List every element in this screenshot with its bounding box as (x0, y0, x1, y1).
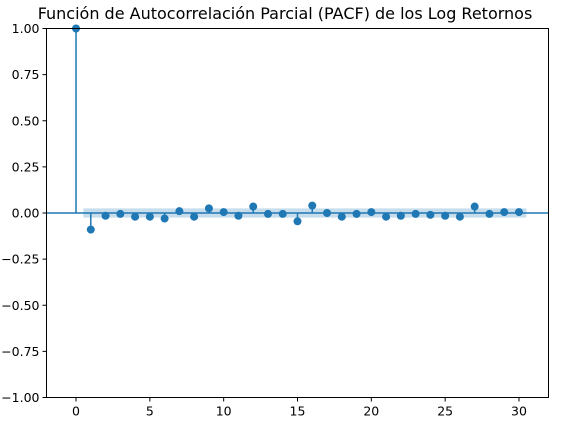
point-lag-22 (397, 212, 405, 220)
point-lag-18 (338, 213, 346, 221)
point-lag-19 (353, 210, 361, 218)
x-tick-label: 10 (216, 404, 232, 419)
y-tick-label: −0.25 (1, 252, 39, 267)
y-tick-label: 0.25 (12, 159, 40, 174)
point-lag-28 (485, 210, 493, 218)
y-axis-ticks: 1.00 0.75 0.50 0.25 0.00 −0.25 −0.50 −0.75 −1.00 (1, 21, 46, 405)
marker-layer (72, 25, 523, 234)
point-lag-26 (456, 213, 464, 221)
x-axis-ticks: 0 5 10 15 20 25 30 (72, 398, 527, 419)
y-tick-label: 0.00 (12, 206, 40, 221)
point-lag-30 (515, 208, 523, 216)
point-lag-2 (102, 212, 110, 220)
point-lag-6 (161, 215, 169, 223)
point-lag-10 (220, 208, 228, 216)
point-lag-7 (175, 207, 183, 215)
x-tick-label: 25 (437, 404, 453, 419)
point-lag-17 (323, 209, 331, 217)
point-lag-15 (294, 217, 302, 225)
y-tick-label: 0.50 (12, 113, 40, 128)
point-lag-23 (412, 210, 420, 218)
x-tick-label: 15 (290, 404, 306, 419)
point-lag-25 (441, 212, 449, 220)
point-lag-11 (234, 212, 242, 220)
y-tick-label: −0.75 (1, 344, 39, 359)
point-lag-21 (382, 213, 390, 221)
x-tick-label: 5 (146, 404, 154, 419)
x-tick-label: 0 (72, 404, 80, 419)
point-lag-27 (471, 203, 479, 211)
y-tick-label: 1.00 (12, 21, 40, 36)
point-lag-9 (205, 204, 213, 212)
point-lag-16 (308, 202, 316, 210)
point-lag-29 (500, 208, 508, 216)
point-lag-20 (367, 208, 375, 216)
point-lag-8 (190, 213, 198, 221)
y-tick-label: −0.50 (1, 298, 39, 313)
y-tick-label: 0.75 (12, 67, 40, 82)
point-lag-5 (146, 213, 154, 221)
point-lag-12 (249, 203, 257, 211)
x-tick-label: 30 (511, 404, 527, 419)
point-lag-14 (279, 210, 287, 218)
point-lag-13 (264, 210, 272, 218)
y-tick-label: −1.00 (1, 390, 39, 405)
stem-layer (76, 29, 519, 230)
point-lag-1 (87, 226, 95, 234)
point-lag-4 (131, 213, 139, 221)
point-lag-3 (116, 210, 124, 218)
chart-title: Función de Autocorrelación Parcial (PACF… (38, 4, 533, 23)
x-tick-label: 20 (363, 404, 379, 419)
point-lag-24 (426, 211, 434, 219)
